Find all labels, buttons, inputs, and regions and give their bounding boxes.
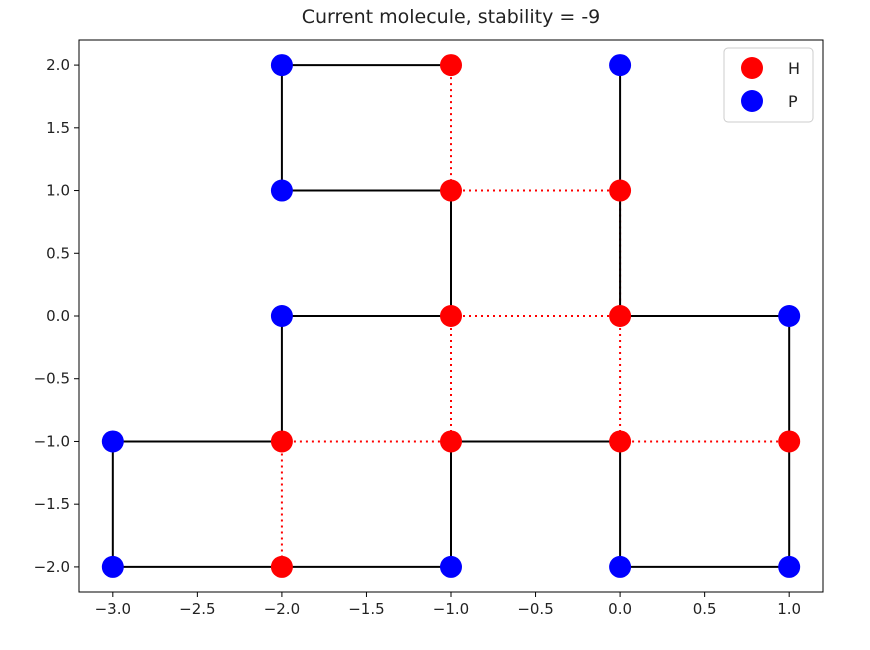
- x-tick-label: −2.5: [179, 600, 215, 618]
- y-tick-label: −1.5: [34, 495, 70, 513]
- p-residue-point: [270, 179, 293, 202]
- p-residue-point: [101, 430, 124, 453]
- y-tick-label: 1.0: [46, 182, 70, 200]
- chart-title: Current molecule, stability = -9: [302, 6, 601, 28]
- x-tick-label: −2.0: [264, 600, 300, 618]
- plot-frame: [78, 39, 824, 593]
- p-residue-point: [101, 555, 124, 578]
- x-tick-label: −0.5: [517, 600, 553, 618]
- h-residue-point: [609, 430, 632, 453]
- h-residue-point: [609, 179, 632, 202]
- chain-bonds: [111, 64, 791, 568]
- p-residue-point: [609, 54, 632, 77]
- p-residue-point: [270, 305, 293, 327]
- legend-marker-h: [741, 57, 763, 79]
- x-tick-label: −1.5: [348, 600, 384, 618]
- h-residue-point: [440, 430, 462, 453]
- legend-marker-p: [741, 90, 763, 112]
- h-residue-point: [440, 179, 462, 202]
- h-residue-point: [778, 430, 801, 453]
- legend-label-p: P: [788, 92, 798, 111]
- y-tick-label: 2.0: [46, 56, 70, 74]
- x-tick-label: −3.0: [95, 600, 131, 618]
- p-residue-point: [778, 555, 801, 578]
- h-residue-point: [440, 54, 462, 77]
- x-tick-label: 0.5: [693, 600, 717, 618]
- residues: [101, 54, 801, 578]
- hh-contacts: [280, 65, 790, 567]
- h-residue-point: [270, 555, 293, 578]
- y-tick-label: −0.5: [34, 370, 70, 388]
- h-residue-point: [609, 305, 632, 327]
- x-tick-label: −1.0: [433, 600, 469, 618]
- y-tick-label: 0.5: [46, 244, 70, 262]
- legend: HP: [723, 47, 814, 123]
- h-residue-point: [270, 430, 293, 453]
- y-tick-label: 1.5: [46, 119, 70, 137]
- p-residue-point: [609, 555, 632, 578]
- p-residue-point: [440, 555, 462, 578]
- x-tick-label: 1.0: [777, 600, 801, 618]
- h-residue-point: [440, 305, 462, 327]
- x-axis: −3.0 −2.5 −2.0 −1.5 −1.0 −0.5 0.0 0.5 1.0: [95, 592, 801, 618]
- p-residue-point: [270, 54, 293, 77]
- y-tick-label: 0.0: [46, 307, 70, 325]
- y-tick-label: −1.0: [34, 432, 70, 450]
- legend-label-h: H: [788, 59, 800, 78]
- p-residue-point: [778, 305, 801, 327]
- y-axis: −2.0 −1.5 −1.0 −0.5 0.0 0.5 1.0 1.5 2.0: [34, 56, 79, 576]
- y-tick-label: −2.0: [34, 558, 70, 576]
- x-tick-label: 0.0: [608, 600, 632, 618]
